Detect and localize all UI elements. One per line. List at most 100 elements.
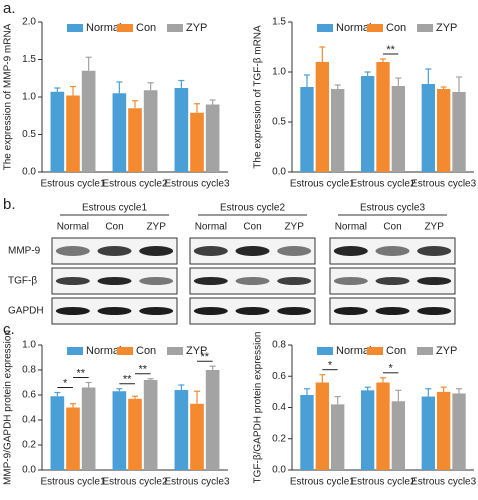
bar <box>50 91 65 172</box>
bar <box>143 380 158 470</box>
bar <box>315 62 330 172</box>
blot-band <box>97 307 132 315</box>
bar <box>205 104 220 172</box>
blot-band <box>193 277 228 285</box>
bar <box>421 396 435 470</box>
y-tick-label: 0.4 <box>22 415 36 426</box>
blot-band <box>139 307 174 315</box>
legend-swatch <box>117 347 133 355</box>
y-tick-label: 0.6 <box>22 390 36 401</box>
y-tick-label: 0.8 <box>272 340 286 351</box>
y-tick-label: 0.5 <box>22 129 36 140</box>
significance-label: ** <box>139 364 148 376</box>
blot-band <box>97 246 132 256</box>
blot-band <box>235 246 270 256</box>
legend-label: Con <box>136 22 156 34</box>
bar <box>360 76 375 172</box>
legend-swatch <box>317 24 333 32</box>
blot-group-label: Estrous cycle3 <box>360 203 425 214</box>
row-label: TGF-β <box>8 276 37 287</box>
legend-swatch <box>167 24 183 32</box>
legend-label: Normal <box>86 22 121 34</box>
bar <box>143 90 158 172</box>
significance-label: ** <box>123 374 132 386</box>
x-tick-label: Estrous cycle1 <box>40 477 105 488</box>
legend-swatch <box>67 24 83 32</box>
blot-group-label: Estrous cycle1 <box>82 203 147 214</box>
blot-band <box>235 307 270 315</box>
legend-label: Normal <box>86 345 121 357</box>
legend-label: ZYP <box>186 345 207 357</box>
bar <box>81 387 96 470</box>
y-tick-label: 0.0 <box>272 167 286 178</box>
lane-label: Normal <box>195 222 227 233</box>
blot-band <box>55 307 90 315</box>
bar <box>331 404 345 470</box>
y-tick-label: 0.4 <box>272 402 286 413</box>
bar <box>452 393 466 470</box>
bar <box>112 93 127 172</box>
legend-label: Con <box>386 345 406 357</box>
lane-label: Con <box>105 222 123 233</box>
blot-band <box>333 307 368 315</box>
y-tick-label: 1.0 <box>272 67 286 78</box>
legend-swatch <box>367 347 383 355</box>
lane-label: Normal <box>57 222 89 233</box>
x-tick-label: Estrous cycle3 <box>411 477 476 488</box>
legend-label: Con <box>136 345 156 357</box>
y-tick-label: 1.0 <box>22 340 36 351</box>
blot-band <box>139 277 174 285</box>
x-tick-label: Estrous cycle1 <box>290 477 355 488</box>
bar <box>421 84 435 172</box>
panel-label: b. <box>3 196 16 213</box>
legend-label: Con <box>386 22 406 34</box>
blot-band <box>417 277 452 285</box>
y-tick-label: 1.0 <box>22 92 36 103</box>
y-tick-label: 1.5 <box>272 17 286 28</box>
y-axis-label: The expression of TGF-β mRNA <box>253 25 264 169</box>
x-tick-label: Estrous cycle2 <box>350 477 415 488</box>
legend-swatch <box>67 347 83 355</box>
significance-label: ** <box>77 367 86 379</box>
blot-band <box>333 246 368 256</box>
legend-label: ZYP <box>436 345 457 357</box>
blot-band <box>193 246 228 256</box>
bar <box>452 92 466 172</box>
blot-band <box>375 277 410 285</box>
blot-band <box>139 246 174 256</box>
panel-label: a. <box>3 0 16 17</box>
lane-label: ZYP <box>424 222 444 233</box>
lane-label: Normal <box>335 222 367 233</box>
bar <box>436 391 451 470</box>
bar <box>66 95 80 172</box>
legend-label: ZYP <box>186 22 207 34</box>
x-tick-label: Estrous cycle2 <box>102 477 167 488</box>
bar <box>66 407 80 470</box>
bar <box>205 370 220 470</box>
y-tick-label: 0.8 <box>22 365 36 376</box>
y-axis-label: TGF-β/GAPDH protein expression <box>253 332 264 484</box>
y-tick-label: 2.0 <box>22 17 36 28</box>
blot-band <box>193 307 228 315</box>
bar <box>376 62 390 172</box>
bar <box>391 86 406 172</box>
panel-label: c. <box>3 321 15 338</box>
bar <box>128 108 142 172</box>
legend-swatch <box>167 347 183 355</box>
bar <box>174 390 189 470</box>
blot-band <box>277 307 312 315</box>
y-tick-label: 0.0 <box>22 465 36 476</box>
legend-swatch <box>117 24 133 32</box>
bar <box>436 89 451 172</box>
x-tick-label: Estrous cycle2 <box>102 179 167 190</box>
legend-label: Normal <box>336 22 371 34</box>
x-tick-label: Estrous cycle1 <box>40 179 105 190</box>
significance-label: * <box>389 363 394 375</box>
legend-swatch <box>317 347 333 355</box>
y-axis-label: MMP-9/GAPDH protein expression <box>3 330 14 485</box>
x-tick-label: Estrous cycle3 <box>164 179 229 190</box>
blot-band <box>417 307 452 315</box>
bar <box>360 390 375 470</box>
blot-band <box>235 277 270 285</box>
